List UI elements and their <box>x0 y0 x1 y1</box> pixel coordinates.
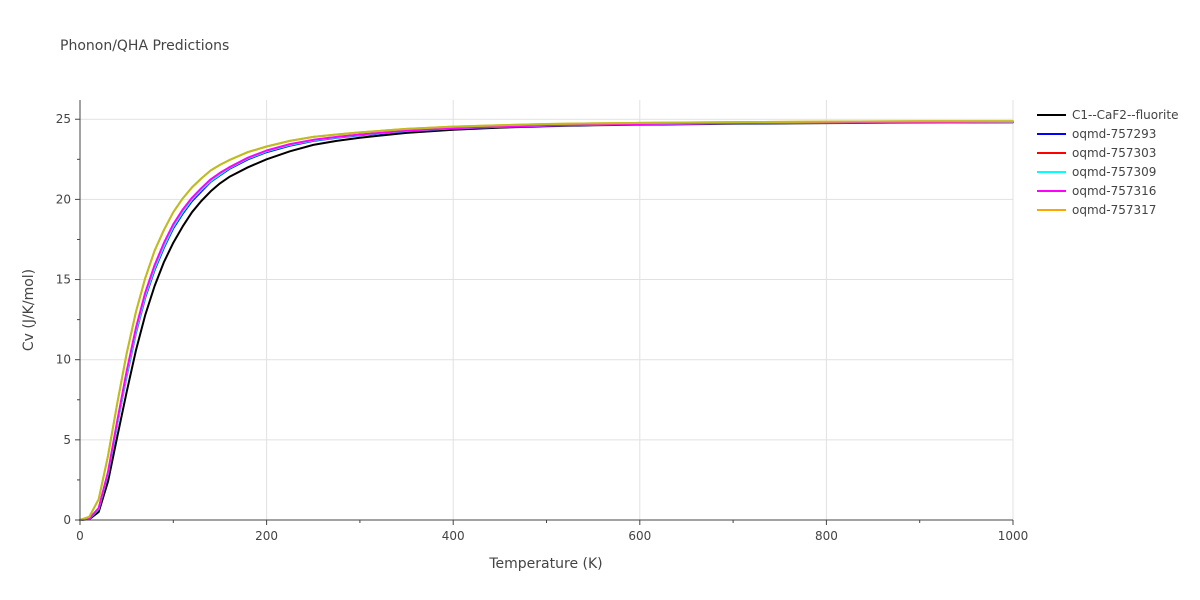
x-tick-label: 400 <box>442 529 465 543</box>
legend-label: C1--CaF2--fluorite <box>1072 108 1178 122</box>
series-line-oqmd-757293 <box>79 121 1014 521</box>
x-tick-label: 0 <box>76 529 84 543</box>
x-tick-label: 1000 <box>998 529 1029 543</box>
y-tick-label: 15 <box>56 273 71 287</box>
legend-item[interactable]: oqmd-757303 <box>1037 146 1156 160</box>
legend: C1--CaF2--fluorite oqmd-757293 oqmd-757303… <box>1037 108 1178 217</box>
y-tick-label: 10 <box>56 353 71 367</box>
x-axis-title: Temperature (K) <box>488 556 602 572</box>
series-line-oqmd-757316 <box>79 120 1014 521</box>
chart-title: Phonon/QHA Predictions <box>60 38 229 54</box>
grid-layer <box>80 100 1014 520</box>
series-line-oqmd-757309 <box>79 121 1014 521</box>
y-tick-label: 20 <box>56 192 71 206</box>
x-tick-label: 800 <box>815 529 838 543</box>
y-tick-label: 0 <box>63 513 71 527</box>
legend-item[interactable]: oqmd-757316 <box>1037 184 1156 198</box>
legend-item[interactable]: oqmd-757309 <box>1037 165 1156 179</box>
legend-label: oqmd-757317 <box>1072 203 1156 217</box>
series-line-oqmd-757303 <box>79 121 1014 521</box>
legend-label: oqmd-757293 <box>1072 127 1156 141</box>
y-tick-label: 5 <box>63 433 71 447</box>
series-line-C1--CaF2--fluorite <box>79 121 1014 521</box>
series-layer <box>79 120 1014 521</box>
axis-layer: 0 200 400 600 800 1000 0 5 10 15 20 25 <box>56 100 1029 543</box>
y-axis-title: Cv (J/K/mol) <box>21 269 37 351</box>
x-tick-label: 600 <box>628 529 651 543</box>
x-tick-label: 200 <box>255 529 278 543</box>
legend-item[interactable]: C1--CaF2--fluorite <box>1037 108 1178 122</box>
legend-item[interactable]: oqmd-757293 <box>1037 127 1156 141</box>
legend-label: oqmd-757316 <box>1072 184 1156 198</box>
y-tick-label: 25 <box>56 112 71 126</box>
series-line-oqmd-757317 <box>79 120 1014 521</box>
legend-label: oqmd-757303 <box>1072 146 1156 160</box>
legend-item[interactable]: oqmd-757317 <box>1037 203 1156 217</box>
legend-label: oqmd-757309 <box>1072 165 1156 179</box>
series-line-series-6 <box>79 120 1014 521</box>
